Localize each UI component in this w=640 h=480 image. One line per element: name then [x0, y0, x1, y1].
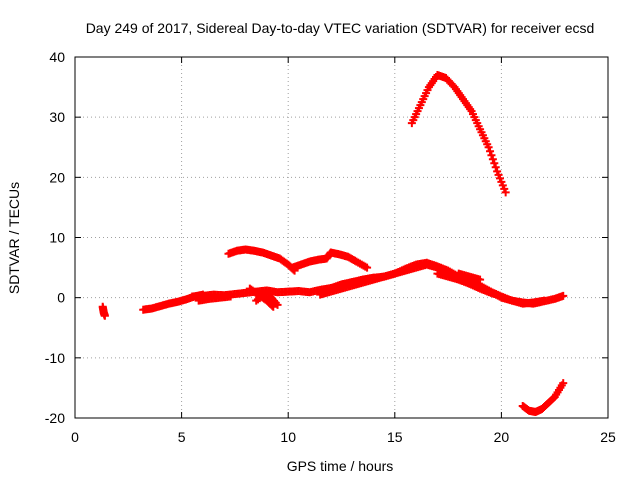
- trace-mark: [486, 147, 495, 156]
- data-point: [559, 291, 568, 300]
- x-tick-label: 20: [494, 429, 510, 445]
- grid-lines: [75, 57, 608, 418]
- data-point: [484, 143, 493, 152]
- series-arc-12: [454, 269, 485, 284]
- trace-mark: [490, 159, 499, 168]
- data-point: [559, 379, 568, 388]
- data-point: [363, 263, 372, 272]
- data-point: [100, 311, 109, 320]
- series-arc-6: [252, 288, 282, 309]
- chart-title: Day 249 of 2017, Sidereal Day-to-day VTE…: [86, 20, 595, 36]
- x-tick-labels: 0 5 10 15 20 25: [71, 429, 616, 445]
- x-tick-label: 10: [280, 429, 296, 445]
- y-tick-label: 30: [49, 109, 65, 125]
- series-arc-4: [194, 292, 235, 305]
- x-tick-label: 0: [71, 429, 79, 445]
- x-tick-label: 25: [600, 429, 616, 445]
- y-tick-labels: -20 -10 0 10 20 30 40: [45, 49, 65, 426]
- series-arc-13: [407, 71, 510, 197]
- plot-frame: [74, 56, 609, 419]
- x-axis-label: GPS time / hours: [287, 458, 394, 474]
- trace-mark: [488, 155, 497, 164]
- x-tick-label: 5: [178, 429, 186, 445]
- y-tick-label: -20: [45, 410, 65, 426]
- trace-mark: [491, 163, 500, 172]
- data-point: [476, 275, 485, 284]
- data-point: [540, 296, 549, 305]
- data-point: [501, 188, 510, 197]
- data-point: [273, 300, 282, 309]
- y-tick-label: -10: [45, 350, 65, 366]
- y-axis-label: SDTVAR / TECUs: [6, 182, 22, 294]
- y-tick-label: 10: [49, 230, 65, 246]
- y-tick-label: 0: [57, 290, 65, 306]
- series-arc-14: [518, 379, 568, 416]
- x-tick-label: 15: [387, 429, 403, 445]
- series-arc-11: [433, 269, 549, 308]
- axis-ticks: [74, 56, 609, 419]
- series-arc-7: [224, 245, 299, 275]
- data-points: [98, 71, 568, 416]
- data-point: [226, 292, 235, 301]
- series-arc-1: [98, 302, 109, 320]
- series-arc-8: [288, 248, 372, 272]
- y-tick-label: 20: [49, 169, 65, 185]
- y-tick-label: 40: [49, 49, 65, 65]
- trace-mark: [487, 151, 496, 160]
